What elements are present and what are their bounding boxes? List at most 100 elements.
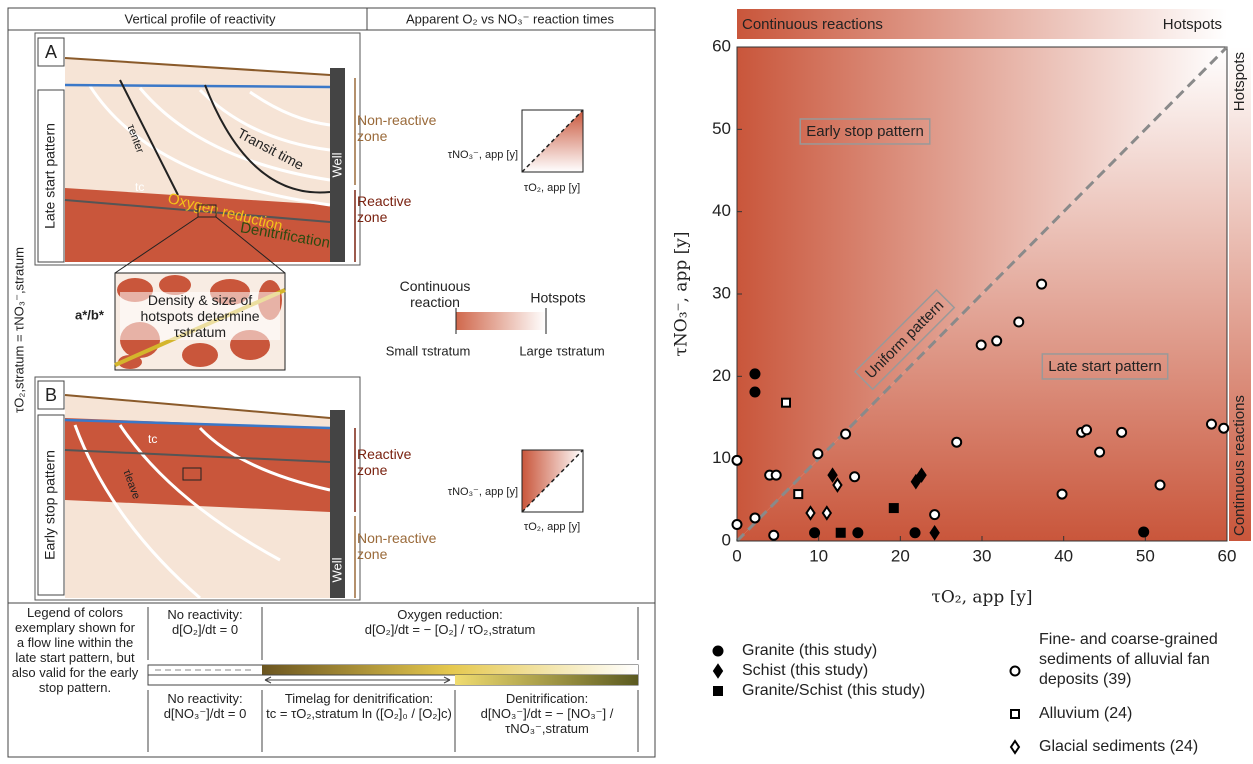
non-reactive-text: Non-reactive zone [357, 530, 437, 563]
colorbar-left-text: Continuous reaction [399, 278, 471, 311]
equation: d[O₂]/dt = − [O₂] / τO₂,stratum [364, 621, 536, 637]
point [768, 529, 780, 541]
point [749, 368, 761, 380]
legend-bar [262, 665, 638, 675]
point [991, 335, 1003, 347]
arrows [119, 79, 331, 196]
header-left: Vertical profile of reactivity [124, 11, 276, 26]
well-label: Well [329, 152, 344, 177]
band-label: Continuous reactions [742, 16, 883, 33]
point [809, 527, 821, 539]
point [840, 428, 852, 440]
annotation-box [1041, 353, 1169, 380]
point [812, 448, 824, 460]
point [781, 397, 791, 408]
band-label: Hotspots [1163, 16, 1222, 33]
water-table [64, 83, 331, 89]
y-tick-label: 10 [712, 448, 731, 467]
flow-lines [73, 424, 331, 600]
legend-cell: No reactivity:d[NO₃⁻]/dt = 0 [150, 692, 260, 722]
letter-box [37, 37, 65, 67]
inset-label: Density & size of hotspots determine τst… [120, 292, 280, 341]
reactive-text: Reactive zone [357, 193, 412, 226]
cell-title: Timelag for denitrification: [284, 692, 434, 706]
diagram: Vertical profile of reactivity Apparent … [7, 7, 656, 758]
legend-marker [1010, 709, 1020, 719]
x-axis-label: τO₂, app [y] [931, 588, 1032, 608]
point [1094, 446, 1106, 458]
point [835, 527, 846, 538]
point [1154, 479, 1166, 491]
point [821, 505, 833, 521]
legend-marker [1009, 665, 1021, 677]
point [1013, 316, 1025, 328]
arrow [264, 676, 451, 684]
cell-title: Oxygen reduction: [397, 608, 503, 622]
zoom-box [182, 467, 202, 481]
point [888, 503, 899, 514]
legend-entry: Schist (this study) [742, 662, 868, 679]
well [330, 68, 345, 262]
legend-label: Alluvium (24) [1039, 705, 1133, 722]
scatter-chart: Continuous reactions Hotspots Hotspots C… [672, 9, 1251, 608]
panel-letter: A [45, 42, 57, 62]
point [1205, 418, 1217, 430]
point [1116, 426, 1128, 438]
legend-entry: Fine- and coarse-grained sediments of al… [1039, 631, 1218, 688]
legend-intro: Legend of colors exemplary shown for a f… [11, 606, 139, 695]
colorbar [456, 312, 546, 330]
legend-intro-text: Legend of colors exemplary shown for a f… [11, 606, 139, 695]
point [1138, 526, 1150, 538]
point [910, 473, 922, 490]
label-box [37, 89, 65, 263]
legend-label: Granite (this study) [742, 642, 878, 659]
water-table [64, 418, 331, 430]
panel-frame [34, 376, 361, 601]
layer-line [64, 449, 331, 463]
ratio-label: a*/b* [75, 307, 105, 322]
equation: d[O₂]/dt = 0 [171, 621, 239, 637]
x-tick-label: 20 [891, 546, 910, 565]
zoom-line [114, 216, 199, 274]
legend-entry: Granite/Schist (this study) [742, 682, 925, 699]
point [849, 471, 861, 483]
annotation-text: Late start pattern [1048, 358, 1161, 375]
pattern-label: Late start pattern [42, 123, 58, 229]
point [1036, 278, 1048, 290]
inset-text: Density & size of hotspots determine τst… [120, 292, 280, 341]
cell-title: No reactivity: [167, 692, 243, 706]
well-label: Well [329, 557, 344, 582]
legend-marker [713, 686, 723, 696]
mini-y-label: τNO₃⁻, app [y] [448, 486, 518, 498]
non-reactive-label: Non-reactive zone [357, 112, 436, 144]
legend-cell: Oxygen reduction:d[O₂]/dt = − [O₂] / τO₂… [364, 608, 536, 637]
colorbar-left: Continuous reaction [399, 278, 471, 311]
header-right: Apparent O₂ vs NO₃⁻ reaction times [406, 11, 614, 26]
point [749, 512, 761, 524]
point [770, 469, 782, 481]
point [975, 339, 987, 351]
equation: d[NO₃⁻]/dt = 0 [163, 705, 247, 721]
well [330, 410, 345, 598]
x-tick-label: 0 [732, 546, 741, 565]
point [827, 467, 838, 483]
legend-cell-text: No reactivity: d[NO₃⁻]/dt = 0 [150, 692, 260, 722]
reactive-text: Reactive zone [357, 446, 412, 479]
equation: d[NO₃⁻]/dt = − [NO₃⁻] / τNO₃⁻,stratum [480, 705, 614, 736]
point [852, 527, 864, 539]
annotation: Early stop pattern [799, 118, 931, 145]
cell-title: No reactivity: [167, 608, 243, 622]
letter-box [37, 380, 65, 410]
reactive-label: Reactive zone [357, 446, 412, 479]
mini-y-label: τNO₃⁻, app [y] [448, 149, 518, 161]
legend-marker [1009, 739, 1021, 755]
legend-label: Fine- and coarse-grained sediments of al… [1039, 631, 1218, 688]
point [1218, 422, 1230, 434]
point [749, 386, 761, 398]
tc-label: tc [148, 432, 157, 446]
panel-letter: B [45, 385, 57, 405]
ground-line [64, 57, 331, 76]
label-box [37, 414, 65, 596]
legend-label: Glacial sediments (24) [1039, 738, 1199, 755]
